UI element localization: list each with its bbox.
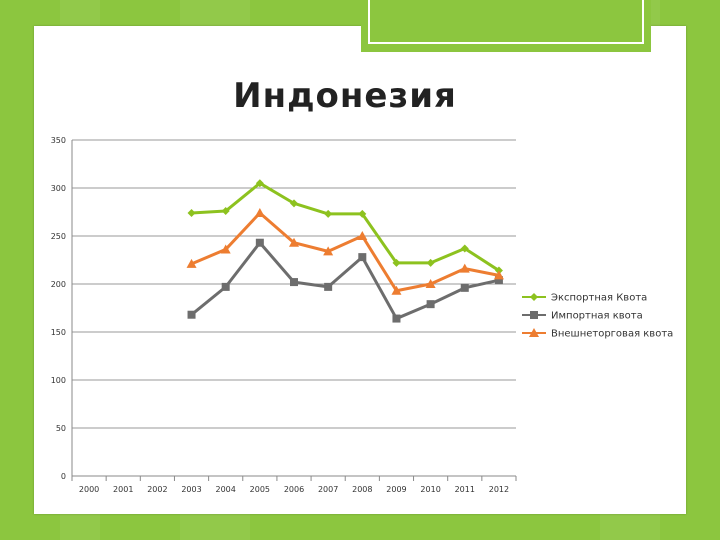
x-axis-ticks: 2000 2001 2002 2003 2004 2005 2006 2007 2008 2009… [79, 485, 509, 494]
data-point [391, 285, 402, 295]
chart-legend: Экспортная Квота Импортная квота Внешнетор… [522, 293, 673, 340]
data-point [220, 244, 231, 254]
x-tick-label: 2009 [386, 485, 406, 494]
data-point [460, 244, 469, 253]
data-point [187, 310, 196, 319]
data-point [221, 282, 230, 291]
y-tick-label: 150 [51, 328, 66, 337]
header-tab-outline [368, 0, 644, 44]
legend-item: Импортная квота [522, 311, 643, 322]
y-tick-label: 100 [51, 376, 66, 385]
data-point [494, 276, 503, 285]
series-line [191, 181, 500, 272]
legend-label: Экспортная Квота [551, 293, 647, 304]
legend-marker [529, 328, 539, 337]
x-tick-label: 2002 [147, 485, 167, 494]
chart-title: Индонезия [233, 76, 457, 116]
y-tick-label: 350 [51, 136, 66, 145]
data-point [289, 237, 299, 247]
x-tick-label: 2000 [79, 485, 99, 494]
y-tick-label: 50 [56, 424, 66, 433]
legend-marker [530, 293, 538, 301]
data-point [255, 179, 264, 188]
data-point [254, 207, 265, 217]
data-point [460, 283, 469, 292]
legend-item: Экспортная Квота [522, 293, 647, 304]
series-group [187, 179, 503, 275]
y-tick-label: 300 [51, 184, 66, 193]
x-tick-label: 2004 [216, 485, 236, 494]
series-group [186, 207, 504, 295]
data-point [392, 258, 401, 267]
legend-item: Внешнеторговая квота [522, 328, 673, 340]
chart-series [186, 179, 504, 323]
data-point [324, 209, 333, 218]
data-point [358, 253, 367, 262]
data-point [426, 258, 435, 267]
data-point [425, 279, 436, 288]
chart-grid [72, 139, 516, 429]
x-tick-label: 2006 [284, 485, 304, 494]
data-point [221, 207, 230, 216]
legend-label: Внешнеторговая квота [551, 329, 673, 340]
data-point [187, 208, 196, 217]
legend-marker [530, 311, 538, 319]
x-tick-label: 2007 [318, 485, 338, 494]
series-line [190, 241, 500, 321]
x-tick-label: 2010 [420, 485, 440, 494]
series-group [187, 238, 503, 323]
slide-frame [34, 26, 686, 514]
x-tick-label: 2001 [113, 485, 133, 494]
y-tick-label: 0 [61, 472, 66, 481]
data-point [186, 258, 197, 268]
y-tick-label: 200 [51, 280, 66, 289]
data-point [459, 263, 470, 273]
data-point [290, 199, 298, 208]
chart-axes [71, 140, 517, 481]
series-line [190, 211, 500, 293]
y-tick-label: 250 [51, 232, 66, 241]
data-point [290, 278, 298, 287]
x-tick-label: 2005 [250, 485, 270, 494]
data-point [426, 300, 435, 309]
legend-label: Импортная квота [551, 311, 643, 322]
data-point [358, 209, 367, 218]
x-tick-label: 2011 [455, 485, 475, 494]
data-point [255, 238, 264, 247]
data-point [392, 314, 401, 323]
x-tick-label: 2012 [489, 485, 509, 494]
x-tick-label: 2008 [352, 485, 372, 494]
data-point [324, 282, 333, 291]
data-point [357, 231, 368, 240]
data-point [493, 270, 504, 280]
x-tick-label: 2003 [181, 485, 201, 494]
y-axis-ticks: 0 50 100 150 200 250 300 350 [51, 136, 66, 481]
data-point [323, 246, 334, 256]
